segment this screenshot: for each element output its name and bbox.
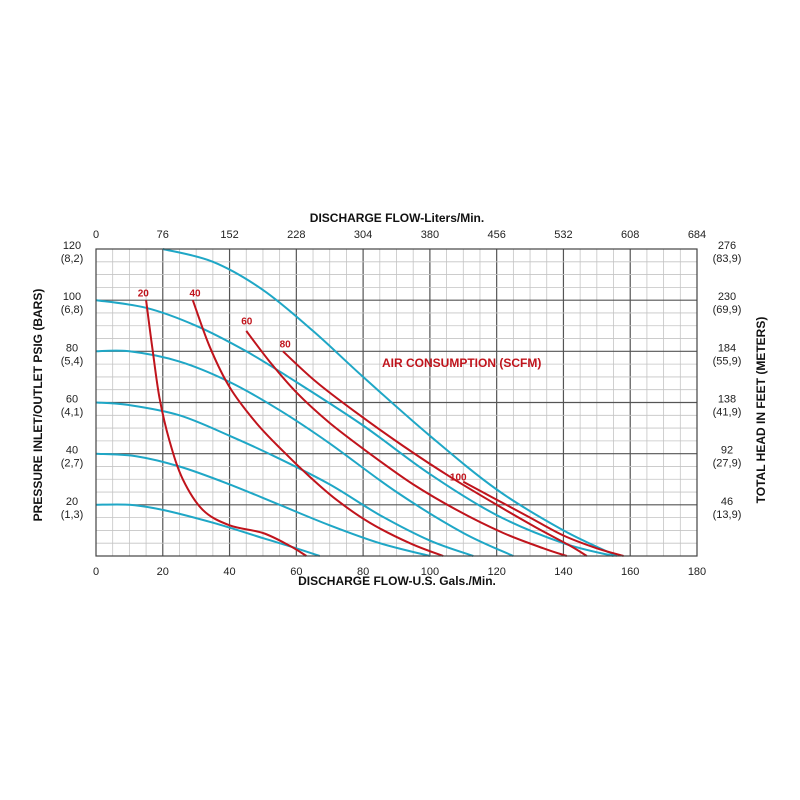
right-axis-title: TOTAL HEAD IN FEET (METERS) <box>754 317 768 504</box>
right-tick-sublabel: (69,9) <box>713 304 742 316</box>
left-tick-sublabel: (5,4) <box>61 355 84 367</box>
air-consumption-label: 20 <box>138 288 150 299</box>
left-tick-sublabel: (8,2) <box>61 253 84 265</box>
air-consumption-annotation: AIR CONSUMPTION (SCFM) <box>382 356 541 370</box>
air-consumption-label: 40 <box>189 288 201 299</box>
top-tick-label: 456 <box>487 229 505 241</box>
right-tick-sublabel: (41,9) <box>713 407 742 419</box>
air-consumption-curve <box>462 480 624 557</box>
right-tick-sublabel: (27,9) <box>713 458 742 470</box>
plot-border <box>95 248 698 557</box>
right-tick-label: 92 <box>721 445 733 457</box>
left-tick-label: 120 <box>63 240 81 252</box>
left-tick-label: 60 <box>66 394 78 406</box>
left-tick-label: 80 <box>66 342 78 354</box>
left-tick-label: 40 <box>66 445 78 457</box>
left-tick-sublabel: (2,7) <box>61 458 84 470</box>
right-tick-sublabel: (13,9) <box>713 509 742 521</box>
bottom-tick-label: 180 <box>688 566 706 578</box>
air-consumption-label: 60 <box>241 316 253 327</box>
right-tick-label: 184 <box>718 342 736 354</box>
air-consumption-label: 80 <box>280 339 292 350</box>
bottom-tick-label: 40 <box>223 566 235 578</box>
top-tick-label: 228 <box>287 229 305 241</box>
top-tick-label: 532 <box>554 229 572 241</box>
pressure-curve <box>95 299 614 557</box>
pressure-curve <box>95 452 431 557</box>
right-tick-label: 230 <box>718 291 736 303</box>
left-tick-sublabel: (1,3) <box>61 509 84 521</box>
pressure-curve <box>95 349 514 557</box>
air-consumption-curves: 20 40 60 80 100 <box>138 288 624 557</box>
air-consumption-curve <box>145 300 307 557</box>
plot-frame <box>95 248 698 557</box>
right-tick-label: 138 <box>718 394 736 406</box>
tick-labels: 0 20 40 60 80 100 120 140 160 180 0 76 152 228 304 380 4… <box>61 229 742 578</box>
top-tick-label: 304 <box>354 229 372 241</box>
bottom-tick-label: 140 <box>554 566 572 578</box>
pressure-curve <box>162 248 618 557</box>
bottom-tick-label: 60 <box>290 566 302 578</box>
pressure-curve <box>95 503 321 557</box>
left-axis-title: PRESSURE INLET/OUTLET PSIG (BARS) <box>31 289 45 522</box>
pressure-curves <box>95 248 618 557</box>
bottom-tick-label: 20 <box>157 566 169 578</box>
top-tick-label: 76 <box>157 229 169 241</box>
right-tick-label: 276 <box>718 240 736 252</box>
top-axis-title: DISCHARGE FLOW-Liters/Min. <box>310 211 484 225</box>
bottom-tick-label: 120 <box>487 566 505 578</box>
right-tick-label: 46 <box>721 496 733 508</box>
grid <box>96 249 697 556</box>
left-tick-sublabel: (6,8) <box>61 304 84 316</box>
top-tick-label: 0 <box>93 229 99 241</box>
top-tick-label: 684 <box>688 229 706 241</box>
bottom-axis-title: DISCHARGE FLOW-U.S. Gals./Min. <box>298 574 496 588</box>
top-tick-label: 380 <box>421 229 439 241</box>
bottom-tick-label: 100 <box>421 566 439 578</box>
left-tick-label: 20 <box>66 496 78 508</box>
air-consumption-curve <box>282 350 588 557</box>
air-consumption-label: 100 <box>450 473 467 484</box>
right-tick-sublabel: (83,9) <box>713 253 742 265</box>
bottom-tick-label: 0 <box>93 566 99 578</box>
bottom-tick-label: 160 <box>621 566 639 578</box>
top-tick-label: 608 <box>621 229 639 241</box>
left-tick-label: 100 <box>63 291 81 303</box>
bottom-tick-label: 80 <box>357 566 369 578</box>
air-consumption-curve <box>245 330 568 557</box>
top-tick-label: 152 <box>220 229 238 241</box>
left-tick-sublabel: (4,1) <box>61 407 84 419</box>
right-tick-sublabel: (55,9) <box>713 355 742 367</box>
air-consumption-curve <box>191 299 444 557</box>
pressure-curve <box>95 401 474 557</box>
